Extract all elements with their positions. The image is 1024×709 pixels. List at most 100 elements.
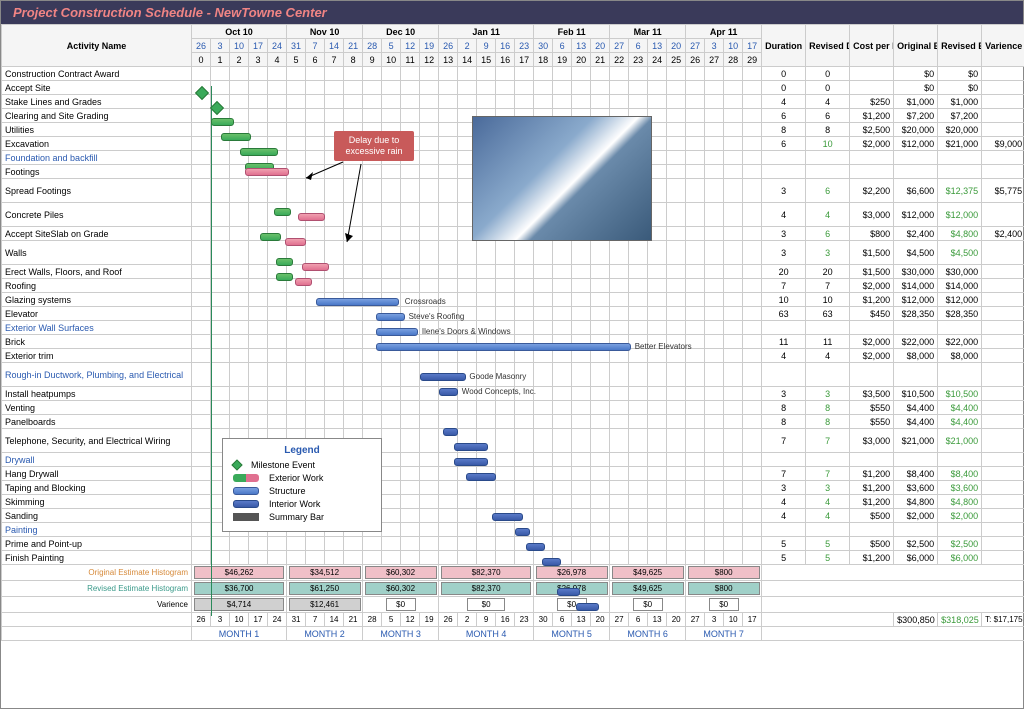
timeline-cell xyxy=(686,523,705,537)
timeline-cell xyxy=(667,523,686,537)
timeline-cell xyxy=(211,227,230,241)
hist-cell: $800 xyxy=(686,565,762,581)
timeline-cell xyxy=(743,537,762,551)
timeline-cell xyxy=(496,401,515,415)
timeline-cell xyxy=(439,165,458,179)
timeline-cell xyxy=(211,335,230,349)
timeline-cell xyxy=(382,307,401,321)
rdur-cell: 7 xyxy=(806,429,850,453)
timeline-cell xyxy=(344,67,363,81)
timeline-cell xyxy=(382,179,401,203)
timeline-cell xyxy=(534,495,553,509)
dur-cell xyxy=(762,363,806,387)
timeline-cell xyxy=(477,429,496,453)
cpd-cell xyxy=(850,165,894,179)
timeline-cell xyxy=(553,387,572,401)
timeline-cell xyxy=(192,523,211,537)
timeline-cell xyxy=(211,321,230,335)
timeline-cell xyxy=(667,81,686,95)
activity-row: Finish Painting55$1,200$6,000$6,000 xyxy=(2,551,1024,565)
hist-cell: $60,302 xyxy=(363,565,439,581)
activity-name-cell: Exterior trim xyxy=(2,349,192,363)
dur-cell: 8 xyxy=(762,123,806,137)
timeline-cell xyxy=(401,453,420,467)
timeline-cell xyxy=(211,95,230,109)
timeline-cell xyxy=(591,307,610,321)
timeline-cell xyxy=(743,509,762,523)
timeline-cell xyxy=(686,241,705,265)
dur-cell xyxy=(762,523,806,537)
dur-cell: 8 xyxy=(762,401,806,415)
timeline-cell xyxy=(268,415,287,429)
timeline-cell xyxy=(344,363,363,387)
legend-label: Interior Work xyxy=(269,499,320,509)
timeline-cell xyxy=(705,109,724,123)
re-cell: $2,500 xyxy=(938,537,982,551)
timeline-cell xyxy=(382,429,401,453)
activity-name-cell: Clearing and Site Grading xyxy=(2,109,192,123)
timeline-cell xyxy=(401,293,420,307)
timeline-cell xyxy=(401,349,420,363)
hist-cell: $49,625 xyxy=(610,565,686,581)
hist-cell: $800 xyxy=(686,581,762,597)
cpd-cell xyxy=(850,81,894,95)
week-header: 7 xyxy=(325,53,344,67)
timeline-cell xyxy=(192,179,211,203)
timeline-cell xyxy=(553,415,572,429)
timeline-cell xyxy=(192,429,211,453)
timeline-cell xyxy=(230,123,249,137)
timeline-cell xyxy=(515,537,534,551)
timeline-cell xyxy=(553,551,572,565)
cpd-cell: $1,200 xyxy=(850,293,894,307)
timeline-cell xyxy=(667,429,686,453)
timeline-cell xyxy=(325,415,344,429)
timeline-cell xyxy=(629,307,648,321)
timeline-cell xyxy=(382,523,401,537)
timeline-cell xyxy=(192,401,211,415)
timeline-cell xyxy=(705,321,724,335)
total-oe: $300,850 xyxy=(894,613,938,627)
hist-cell: $60,302 xyxy=(363,581,439,597)
timeline-cell xyxy=(496,81,515,95)
delay-callout: Delay due toexcessive rain xyxy=(334,131,414,161)
rdur-cell xyxy=(806,363,850,387)
timeline-cell xyxy=(496,67,515,81)
timeline-cell xyxy=(382,453,401,467)
month-header: Apr 11 xyxy=(686,25,762,39)
day-header: 26 xyxy=(439,39,458,53)
foot-day: 6 xyxy=(629,613,648,627)
timeline-cell xyxy=(439,349,458,363)
day-header: 13 xyxy=(648,39,667,53)
timeline-cell xyxy=(401,509,420,523)
timeline-cell xyxy=(192,363,211,387)
timeline-cell xyxy=(629,387,648,401)
timeline-cell xyxy=(382,481,401,495)
timeline-cell xyxy=(344,415,363,429)
rdur-cell: 5 xyxy=(806,537,850,551)
timeline-cell xyxy=(249,551,268,565)
timeline-cell xyxy=(192,551,211,565)
rdur-cell: 7 xyxy=(806,467,850,481)
timeline-cell xyxy=(287,401,306,415)
timeline-cell xyxy=(306,227,325,241)
timeline-cell xyxy=(515,293,534,307)
activity-name-cell: Erect Walls, Floors, and Roof xyxy=(2,265,192,279)
timeline-cell xyxy=(572,349,591,363)
timeline-cell xyxy=(382,415,401,429)
timeline-cell xyxy=(439,481,458,495)
rdur-cell xyxy=(806,151,850,165)
timeline-cell xyxy=(553,363,572,387)
var-cell xyxy=(982,293,1024,307)
timeline-cell xyxy=(553,349,572,363)
activity-name-cell: Prime and Point-up xyxy=(2,537,192,551)
timeline-cell xyxy=(496,293,515,307)
timeline-cell xyxy=(534,293,553,307)
activity-row: Telephone, Security, and Electrical Wiri… xyxy=(2,429,1024,453)
timeline-cell xyxy=(743,453,762,467)
week-header: 26 xyxy=(686,53,705,67)
timeline-cell xyxy=(401,363,420,387)
week-header: 16 xyxy=(496,53,515,67)
week-header: 0 xyxy=(192,53,211,67)
legend-item: Milestone Event xyxy=(233,460,371,470)
timeline-cell xyxy=(230,109,249,123)
